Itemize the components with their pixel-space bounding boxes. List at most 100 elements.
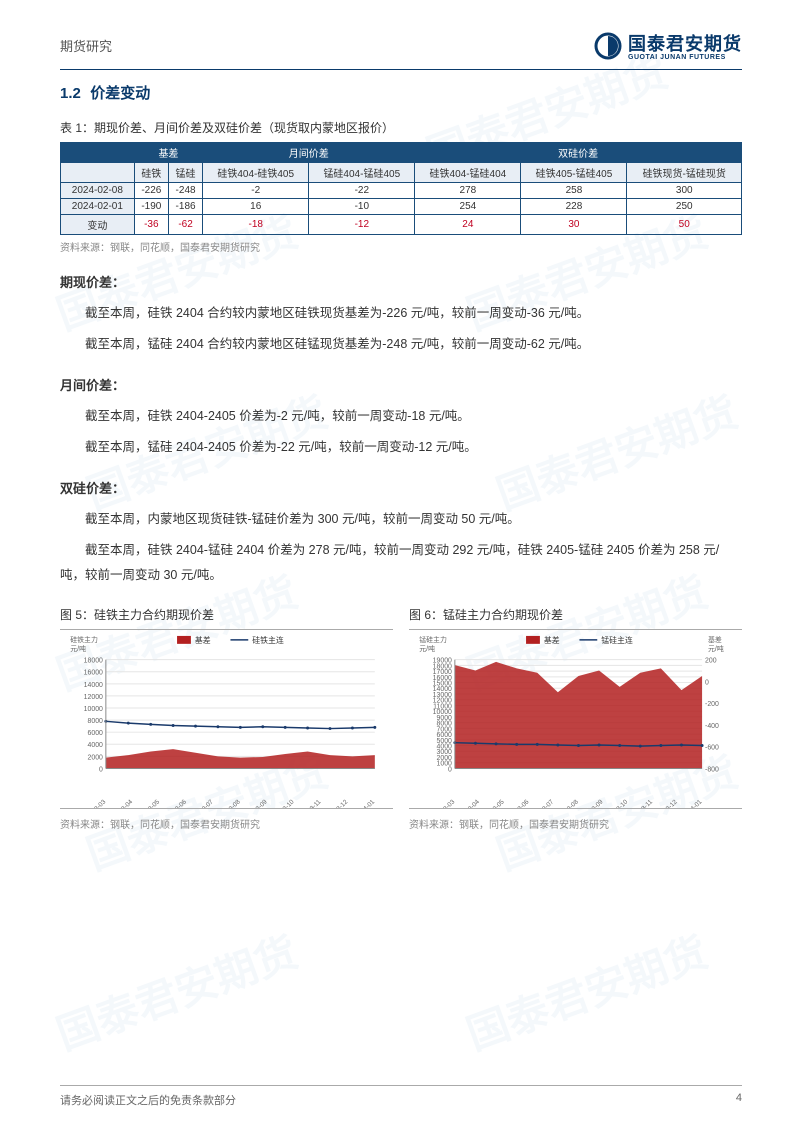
svg-text:-800: -800	[705, 766, 719, 773]
cell: 258	[521, 183, 627, 199]
sub-4: 锰硅404-锰硅405	[309, 163, 415, 183]
svg-text:锰硅主力: 锰硅主力	[419, 635, 447, 644]
svg-text:2023-07: 2023-07	[534, 798, 556, 809]
row-label: 2024-02-08	[61, 183, 135, 199]
th-monthly: 月间价差	[203, 143, 415, 163]
th-blank	[61, 143, 135, 163]
watermark: 国泰君安期货	[457, 919, 715, 1063]
th-basis: 基差	[134, 143, 202, 163]
cell: -248	[168, 183, 202, 199]
svg-text:0: 0	[705, 679, 709, 686]
cell: -22	[309, 183, 415, 199]
section-title: 价差变动	[90, 85, 150, 102]
cell: 250	[627, 199, 742, 215]
svg-text:6000: 6000	[88, 730, 104, 737]
cell: 278	[415, 183, 521, 199]
svg-text:2023-08: 2023-08	[558, 798, 580, 809]
header-divider	[60, 69, 742, 70]
svg-text:元/吨: 元/吨	[70, 644, 86, 653]
sub-1: 硅铁	[134, 163, 168, 183]
svg-text:2023-06: 2023-06	[509, 798, 531, 809]
svg-text:元/吨: 元/吨	[419, 644, 435, 653]
svg-text:16000: 16000	[84, 670, 103, 677]
sub-2: 锰硅	[168, 163, 202, 183]
para: 截至本周，硅铁 2404-锰硅 2404 价差为 278 元/吨，较前一周变动 …	[60, 538, 742, 588]
cell: 228	[521, 199, 627, 215]
section-number: 1.2	[60, 85, 81, 102]
cell: -36	[134, 215, 168, 235]
chart6-source: 资料来源：钢联，同花顺，国泰君安期货研究	[409, 816, 742, 831]
table-row: 变动-36-62-18-12243050	[61, 215, 742, 235]
cell: -62	[168, 215, 202, 235]
footer-disclaimer: 请务必阅读正文之后的免责条款部分	[60, 1092, 236, 1108]
svg-text:2023-12: 2023-12	[657, 798, 679, 809]
svg-text:2023-04: 2023-04	[113, 798, 135, 809]
svg-text:2023-07: 2023-07	[193, 798, 215, 809]
block-title-1: 期现价差：	[60, 272, 742, 291]
svg-text:2023-12: 2023-12	[328, 798, 350, 809]
svg-text:12000: 12000	[84, 694, 103, 701]
cell: 24	[415, 215, 521, 235]
row-label: 变动	[61, 215, 135, 235]
cell: 30	[521, 215, 627, 235]
watermark: 国泰君安期货	[47, 919, 305, 1063]
svg-text:2024-01: 2024-01	[355, 798, 377, 809]
company-logo: 国泰君安期货 GUOTAI JUNAN FUTURES	[594, 30, 742, 61]
svg-text:硅铁主力: 硅铁主力	[70, 635, 98, 644]
svg-text:18000: 18000	[84, 658, 103, 665]
cell: -12	[309, 215, 415, 235]
sub-7: 硅铁现货-锰硅现货	[627, 163, 742, 183]
svg-text:-200: -200	[705, 701, 719, 708]
svg-text:200: 200	[705, 658, 717, 665]
svg-text:2023-05: 2023-05	[484, 798, 506, 809]
cell: -190	[134, 199, 168, 215]
cell: -226	[134, 183, 168, 199]
svg-text:19000: 19000	[433, 658, 452, 665]
svg-text:-600: -600	[705, 745, 719, 752]
company-name: 国泰君安期货	[628, 30, 742, 56]
chart5-source: 资料来源：钢联，同花顺，国泰君安期货研究	[60, 816, 393, 831]
svg-text:基差: 基差	[195, 635, 211, 645]
sub-6: 硅铁405-锰硅405	[521, 163, 627, 183]
cell: 300	[627, 183, 742, 199]
cell: -186	[168, 199, 202, 215]
svg-text:2023-03: 2023-03	[435, 798, 457, 809]
spread-table: 基差 月间价差 双硅价差 硅铁 锰硅 硅铁404-硅铁405 锰硅404-锰硅4…	[60, 142, 742, 235]
svg-text:2023-11: 2023-11	[301, 798, 323, 809]
cell: 50	[627, 215, 742, 235]
svg-text:-400: -400	[705, 723, 719, 730]
block-title-3: 双硅价差：	[60, 478, 742, 497]
cell: -10	[309, 199, 415, 215]
svg-text:2023-08: 2023-08	[220, 798, 242, 809]
svg-text:0: 0	[99, 766, 103, 773]
svg-text:2024-01: 2024-01	[682, 798, 704, 809]
doc-type: 期货研究	[60, 36, 112, 55]
table-source: 资料来源：钢联，同花顺，国泰君安期货研究	[60, 239, 742, 254]
cell: 16	[203, 199, 309, 215]
chart5: 硅铁主力元/吨基差硅铁主连020004000600080001000012000…	[60, 629, 393, 809]
svg-text:2023-05: 2023-05	[139, 798, 161, 809]
para: 截至本周，锰硅 2404 合约较内蒙地区硅锰现货基差为-248 元/吨，较前一周…	[60, 332, 742, 357]
sub-3: 硅铁404-硅铁405	[203, 163, 309, 183]
chart6-title: 图 6：锰硅主力合约期现价差	[409, 606, 742, 623]
svg-text:4000: 4000	[88, 742, 104, 749]
svg-text:2023-10: 2023-10	[608, 798, 630, 809]
chart5-title: 图 5：硅铁主力合约期现价差	[60, 606, 393, 623]
chart6: 锰硅主力元/吨基差锰硅主连010002000300040005000600070…	[409, 629, 742, 809]
table-row: 2024-02-08-226-248-2-22278258300	[61, 183, 742, 199]
svg-text:基差: 基差	[708, 635, 722, 644]
svg-text:2023-09: 2023-09	[247, 798, 269, 809]
table-row: 2024-02-01-190-18616-10254228250	[61, 199, 742, 215]
svg-text:14000: 14000	[84, 682, 103, 689]
svg-text:锰硅主连: 锰硅主连	[601, 635, 633, 645]
svg-text:2023-03: 2023-03	[86, 798, 108, 809]
table-caption: 表 1：期现价差、月间价差及双硅价差（现货取内蒙地区报价）	[60, 119, 742, 136]
svg-text:2023-09: 2023-09	[583, 798, 605, 809]
svg-text:2023-10: 2023-10	[274, 798, 296, 809]
para: 截至本周，硅铁 2404-2405 价差为-2 元/吨，较前一周变动-18 元/…	[60, 404, 742, 429]
th-dual: 双硅价差	[415, 143, 742, 163]
svg-text:8000: 8000	[88, 718, 104, 725]
section-header: 1.2 价差变动	[60, 82, 742, 103]
company-sub: GUOTAI JUNAN FUTURES	[628, 54, 742, 61]
sub-blank	[61, 163, 135, 183]
